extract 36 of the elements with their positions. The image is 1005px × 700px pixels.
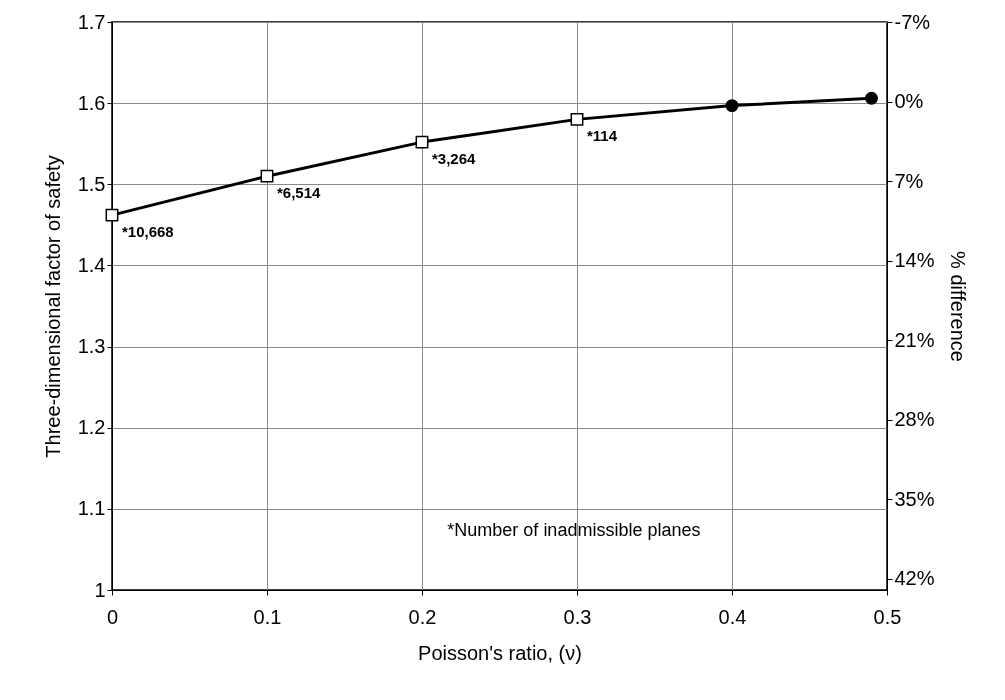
point (570, 112, 584, 126)
y2-axis-title: % difference (946, 251, 969, 362)
y2-tick-label: 14% (894, 249, 935, 272)
point (105, 208, 119, 222)
annotation: *10,668 (122, 223, 174, 241)
y2-tick-label: 0% (894, 90, 924, 113)
annotation: *6,514 (277, 184, 322, 202)
y-axis-title: Three-dimensional factor of safety (41, 155, 64, 458)
point (415, 135, 429, 149)
x-tick-label: 0.4 (718, 605, 747, 628)
y-tick-label: 1.6 (77, 91, 106, 114)
x-tick-label: 0.1 (253, 605, 282, 628)
x-tick-label: 0 (106, 605, 119, 628)
y-tick-label: 1.5 (77, 172, 106, 195)
annotation: *114 (587, 127, 618, 145)
x-tick-label: 0.3 (563, 605, 592, 628)
y-tick-label: 1 (94, 578, 106, 601)
y-tick-label: 1.4 (77, 253, 106, 276)
y2-tick-label: 28% (894, 408, 935, 431)
annotation: *3,264 (432, 150, 477, 168)
point (725, 99, 739, 113)
x-tick-label: 0.5 (873, 605, 902, 628)
x-axis-title: Poisson's ratio, (ν) (418, 641, 582, 664)
y-tick-label: 1.1 (77, 497, 106, 520)
y2-tick-label: 35% (894, 487, 935, 510)
y2-tick-label: -7% (894, 10, 931, 33)
y2-tick-label: 21% (894, 328, 935, 351)
y2-tick-label: 7% (894, 169, 924, 192)
y-tick-label: 1.7 (77, 10, 106, 33)
x-tick-label: 0.2 (408, 605, 437, 628)
y-tick-label: 1.2 (77, 416, 106, 439)
point (865, 91, 878, 105)
y2-tick-label: 42% (894, 567, 935, 590)
annotation: *Number of inadmissible planes (447, 519, 701, 540)
point (260, 169, 274, 183)
y-tick-label: 1.3 (77, 335, 106, 358)
